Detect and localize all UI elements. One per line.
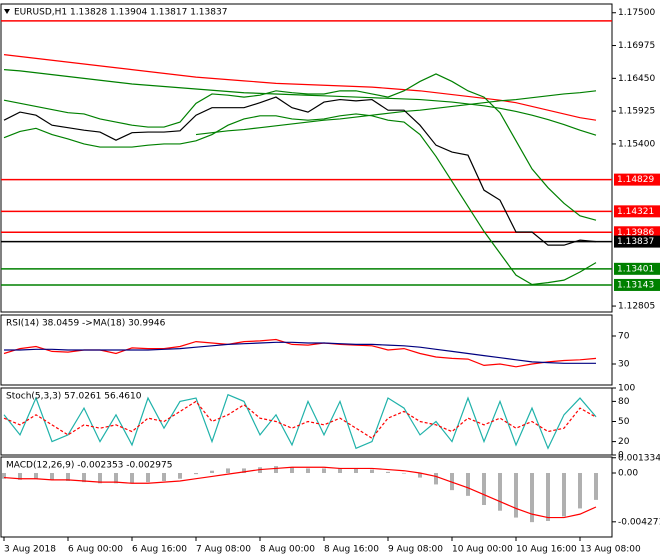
x-tick-label: 7 Aug 08:00 [196,545,251,555]
y-tick-label: 30 [618,360,630,370]
panel-title: MACD(12,26,9) -0.002353 -0.002975 [6,461,172,471]
x-tick-label: 10 Aug 16:00 [516,545,577,555]
series-line [3,113,597,286]
y-tick-label: 0 [618,451,624,461]
histogram-bar [418,473,422,478]
histogram-bar [514,473,518,518]
y-tick-label: 1.16975 [618,41,655,51]
series-line [3,393,597,450]
histogram-bar [18,473,22,480]
histogram-bar [498,473,502,511]
level-label: 1.13986 [617,228,654,238]
y-tick-label: 100 [618,384,635,394]
histogram-bar [290,467,294,473]
level-label-box [614,278,660,291]
level-label-box [614,262,660,275]
series-line [3,69,597,136]
panel-title: EURUSD,H1 1.13828 1.13904 1.13817 1.1383… [14,8,227,18]
histogram-bar [162,473,166,481]
level-label: 1.14829 [617,175,654,185]
histogram-bar [226,468,230,473]
series-line [3,466,597,519]
x-tick-label: 13 Aug 08:00 [580,545,641,555]
series-line [195,90,597,136]
histogram-bar [34,473,38,479]
histogram-bar [66,473,70,481]
histogram-bar [82,473,86,483]
histogram-bar [194,473,198,475]
histogram-bar [466,473,470,496]
menu-arrow [4,9,10,14]
level-label-box [614,226,660,239]
level-label: 1.14321 [617,207,654,217]
panel-border [0,314,613,386]
histogram-bar [594,473,598,500]
y-tick-label: -0.004271 [618,517,660,527]
series-line [3,73,597,221]
x-tick-label: 3 Aug 2018 [4,545,56,555]
y-tick-label: 20 [618,437,630,447]
histogram-bar [386,471,390,473]
y-tick-label: 1.15400 [618,139,655,149]
level-label-box [614,205,660,218]
panel-title: RSI(14) 38.0459 ->MA(18) 30.9946 [6,319,166,329]
y-tick-label: 80 [618,397,630,407]
level-label: 1.13401 [617,264,654,274]
histogram-bar [562,473,566,517]
y-tick-label: 0.00 [618,469,638,479]
x-tick-label: 9 Aug 08:00 [388,545,443,555]
histogram-bar [370,469,374,473]
x-tick-label: 8 Aug 00:00 [260,545,315,555]
histogram-bar [306,468,310,473]
series-line [3,400,597,440]
histogram-bar [114,473,118,484]
histogram-bar [434,473,438,485]
histogram-bar [210,470,214,473]
histogram-bar [482,473,486,505]
panel-border [0,456,613,538]
panel-border [0,3,613,313]
panel-title: Stoch(5,3,3) 57.0261 56.4610 [6,392,142,402]
x-tick-label: 8 Aug 16:00 [324,545,379,555]
y-tick-label: 0.001334 [618,453,660,463]
level-label: 1.13143 [617,280,654,290]
histogram-bar [2,473,6,479]
y-tick-label: 1.17500 [618,8,655,18]
y-tick-label: 50 [618,417,630,427]
y-tick-label: 1.12805 [618,302,655,312]
histogram-bar [178,473,182,479]
histogram-bar [546,473,550,521]
histogram-bar [98,473,102,484]
histogram-bar [402,473,406,474]
histogram-bar [50,473,54,480]
histogram-bar [338,468,342,473]
series-line [4,341,597,364]
series-line [3,96,597,246]
histogram-bar [578,473,582,509]
x-tick-label: 10 Aug 00:00 [452,545,513,555]
level-label-box [614,173,660,186]
level-label: 1.13837 [617,237,654,247]
level-label-box [614,235,660,248]
x-tick-label: 6 Aug 00:00 [68,545,123,555]
histogram-bar [242,468,246,473]
y-tick-label: 1.15925 [618,107,655,117]
series-line [3,54,597,121]
histogram-bar [130,473,134,484]
y-tick-label: 1.16450 [618,74,655,84]
x-tick-label: 6 Aug 16:00 [132,545,187,555]
histogram-bar [354,468,358,473]
histogram-bar [274,466,278,473]
histogram-bar [146,473,150,483]
histogram-bar [322,468,326,473]
y-tick-label: 70 [618,332,630,342]
histogram-bar [530,473,534,523]
